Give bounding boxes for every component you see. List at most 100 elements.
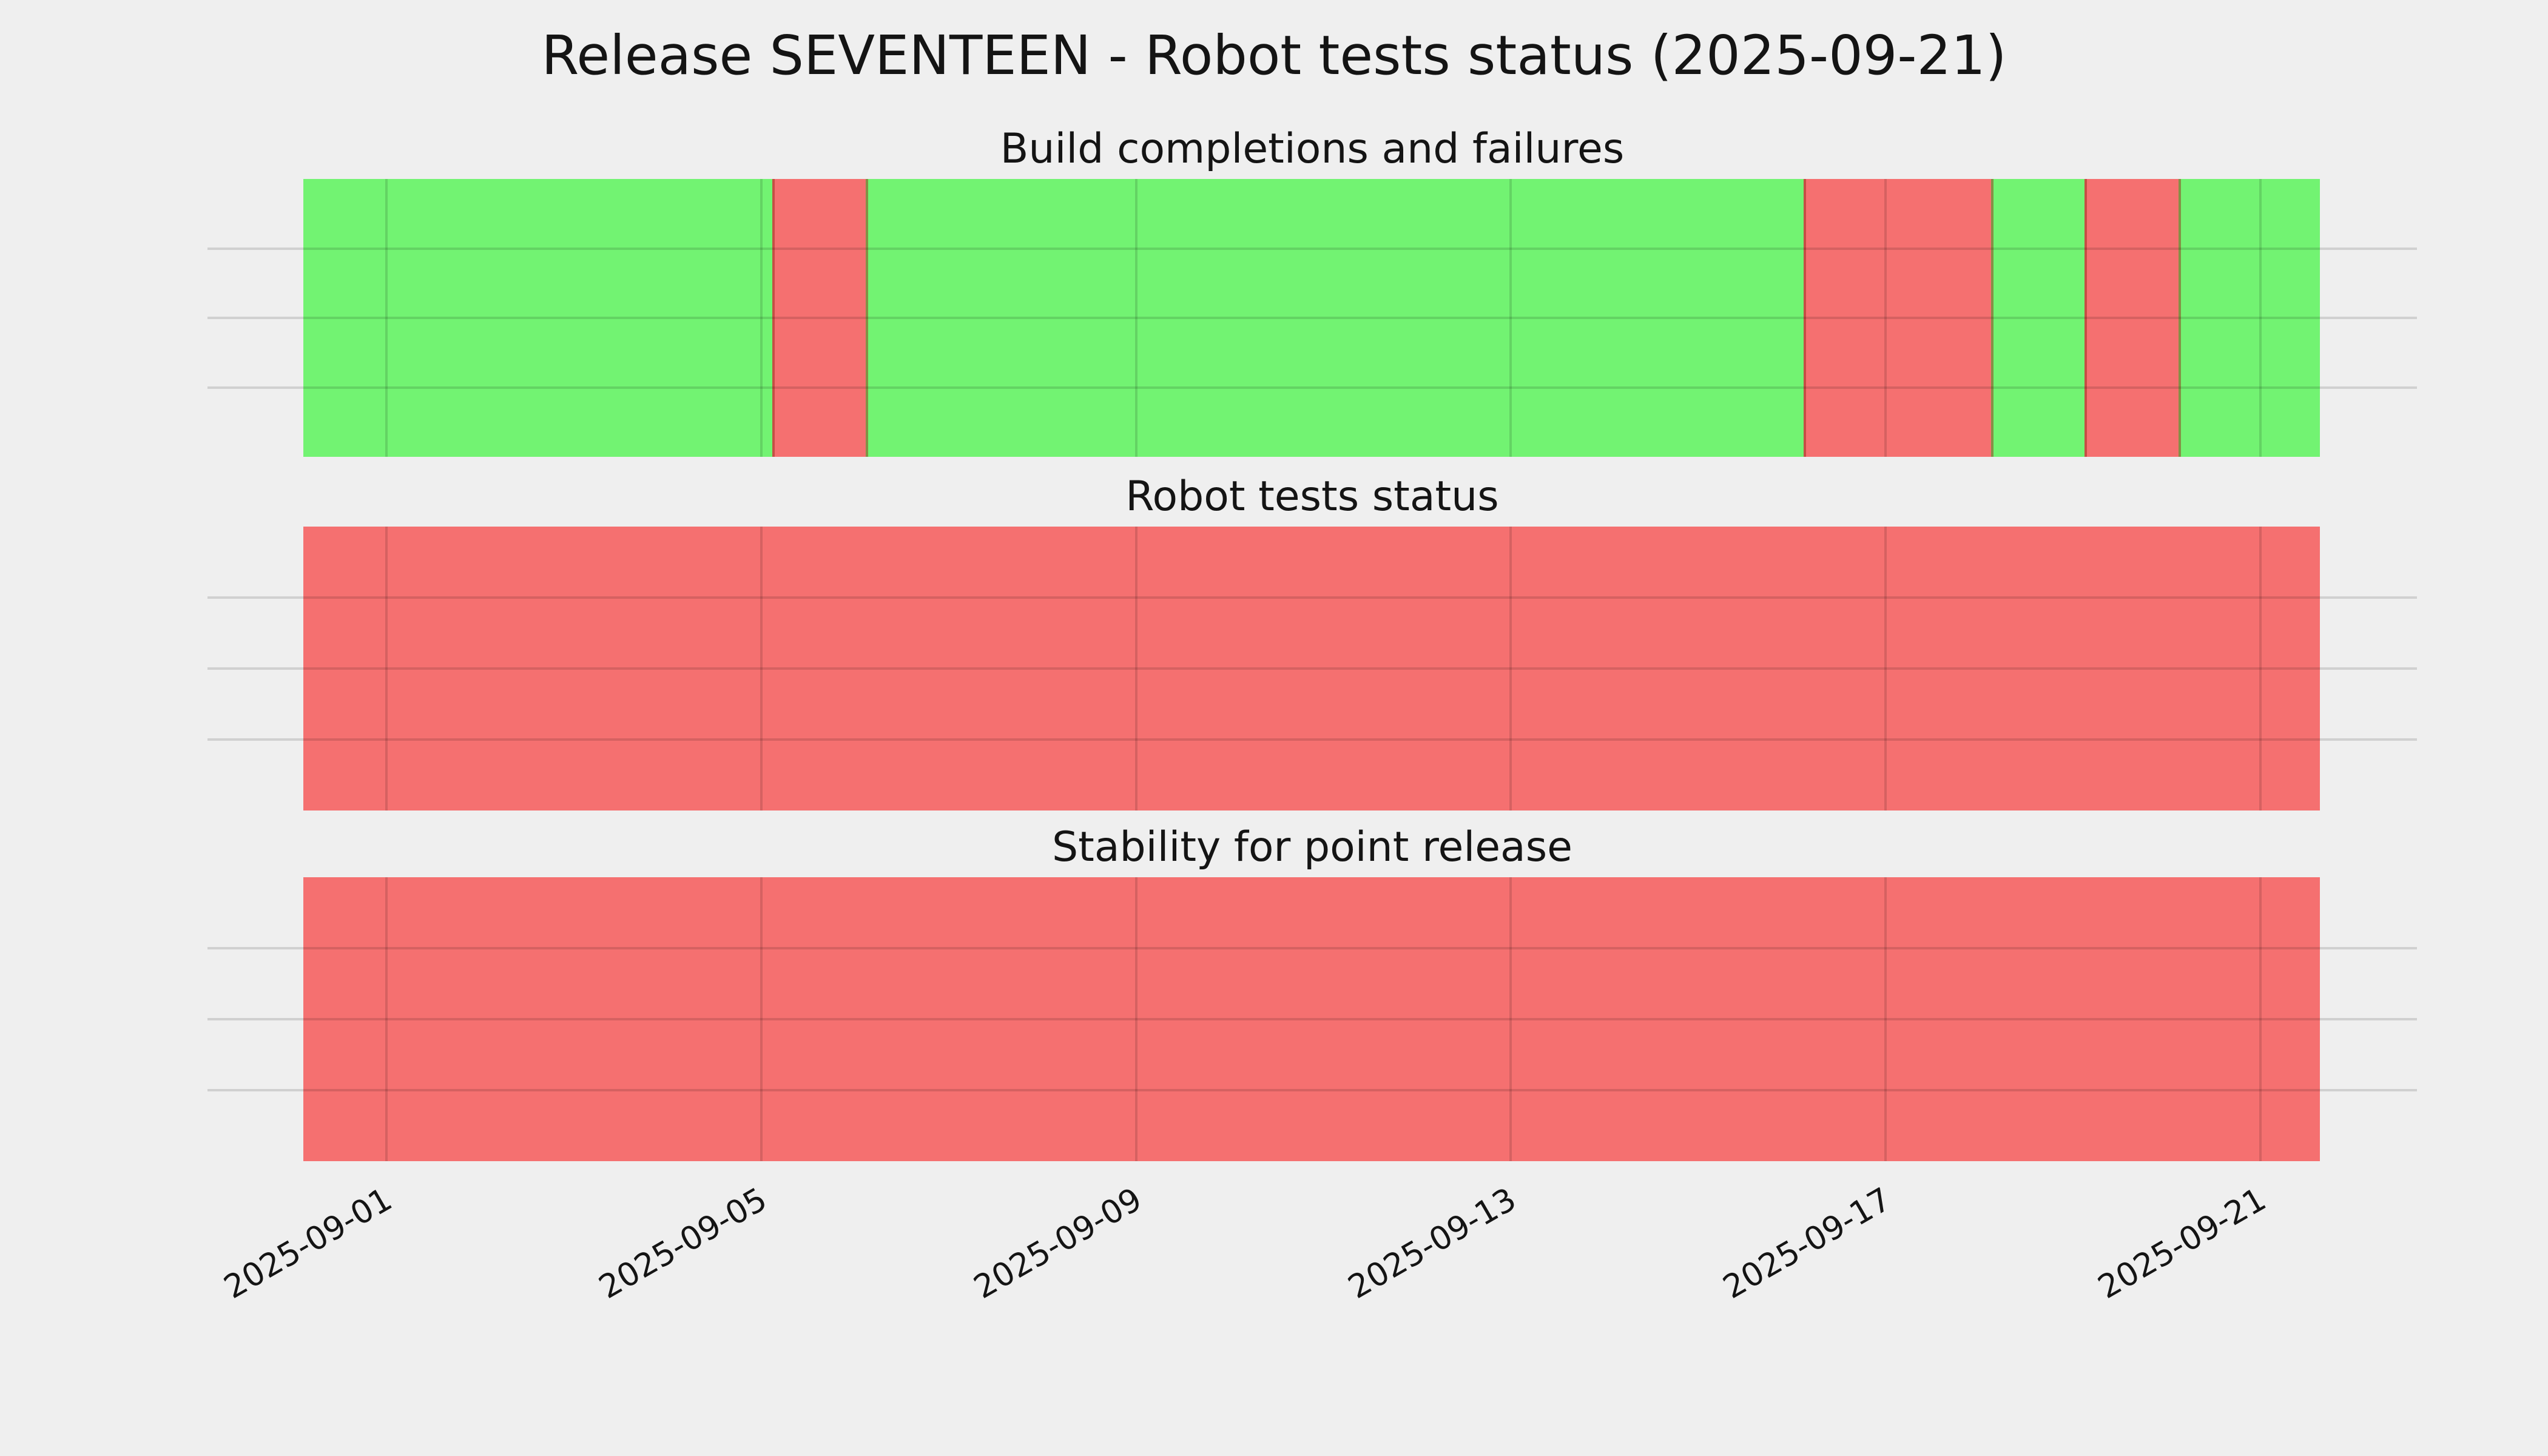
day-segment-2025-09-15 <box>1709 527 1804 811</box>
day-segment-2025-09-21 <box>2272 877 2320 1161</box>
gridline-vertical <box>1509 179 1512 457</box>
gridline-vertical <box>1135 179 1138 457</box>
gridline-vertical <box>385 179 388 457</box>
day-segment-2025-09-04 <box>678 179 772 457</box>
day-segment-2025-09-10 <box>1241 179 1335 457</box>
day-segment-2025-09-14 <box>1616 877 1710 1161</box>
gridline-vertical <box>385 527 388 811</box>
gridline-horizontal <box>207 738 2417 741</box>
panel-title-stability: Stability for point release <box>1052 823 1572 871</box>
day-segment-2025-09-01 <box>397 179 491 457</box>
bars-track <box>303 877 2320 1161</box>
day-segment-2025-09-02 <box>491 877 585 1161</box>
day-segment-2025-09-01 <box>397 527 491 811</box>
gridline-vertical <box>760 877 763 1161</box>
gridline-vertical <box>2259 527 2262 811</box>
day-segment-2025-09-19 <box>2085 527 2179 811</box>
day-segment-2025-09-03 <box>584 179 679 457</box>
day-segment-2025-09-09 <box>1147 877 1241 1161</box>
day-segment-2025-09-13 <box>1522 179 1616 457</box>
panel-builds <box>207 179 2417 457</box>
day-segment-2025-09-17 <box>1897 179 1991 457</box>
gridline-vertical <box>1884 179 1887 457</box>
panel-title-robot-tests: Robot tests status <box>1125 473 1499 521</box>
day-segment-2025-09-12 <box>1428 527 1522 811</box>
day-segment-2025-09-11 <box>1334 877 1429 1161</box>
gridline-vertical <box>385 877 388 1161</box>
x-tick-label: 2025-09-01 <box>218 1181 399 1307</box>
x-tick-label: 2025-09-09 <box>968 1181 1148 1307</box>
day-segment-2025-09-05 <box>772 527 866 811</box>
day-segment-2025-09-14 <box>1616 179 1710 457</box>
gridline-vertical <box>760 527 763 811</box>
gridline-vertical <box>1135 527 1138 811</box>
gridline-vertical <box>1884 527 1887 811</box>
x-tick-label: 2025-09-13 <box>1342 1181 1523 1307</box>
day-segment-2025-09-10 <box>1241 877 1335 1161</box>
day-segment-2025-09-16 <box>1803 179 1898 457</box>
day-segment-2025-09-21 <box>2272 527 2320 811</box>
day-segment-2025-09-04 <box>678 877 772 1161</box>
day-segment-2025-09-20 <box>2178 877 2273 1161</box>
day-segment-2025-09-04 <box>678 527 772 811</box>
day-segment-2025-09-13 <box>1522 877 1616 1161</box>
day-segment-2025-09-16 <box>1803 877 1898 1161</box>
day-segment-2025-09-08 <box>1053 179 1147 457</box>
gridline-vertical <box>1509 877 1512 1161</box>
day-segment-2025-09-16 <box>1803 527 1898 811</box>
day-segment-2025-09-02 <box>491 179 585 457</box>
day-segment-2025-09-18 <box>1990 527 2085 811</box>
day-segment-2025-09-06 <box>866 179 960 457</box>
panel-robot-tests <box>207 527 2417 811</box>
x-tick-label: 2025-09-21 <box>2092 1181 2273 1307</box>
gridline-horizontal <box>207 1018 2417 1020</box>
day-segment-2025-09-05 <box>772 877 866 1161</box>
gridline-horizontal <box>207 247 2417 250</box>
day-segment-2025-09-03 <box>584 877 679 1161</box>
gridline-horizontal <box>207 667 2417 670</box>
day-segment-2025-09-10 <box>1241 527 1335 811</box>
panel-title-builds: Build completions and failures <box>1000 125 1625 173</box>
day-segment-2025-09-19 <box>2085 877 2179 1161</box>
gridline-horizontal <box>207 596 2417 599</box>
day-segment-2025-09-20 <box>2178 179 2273 457</box>
day-segment-2025-09-19 <box>2085 179 2179 457</box>
gridline-vertical <box>2259 179 2262 457</box>
gridline-vertical <box>1135 877 1138 1161</box>
day-segment-2025-09-15 <box>1709 877 1804 1161</box>
day-segment-2025-09-07 <box>959 877 1054 1161</box>
day-segment-2025-09-07 <box>959 527 1054 811</box>
day-segment-2025-09-18 <box>1990 179 2085 457</box>
day-segment-2025-09-09 <box>1147 179 1241 457</box>
day-segment-2025-09-11 <box>1334 179 1429 457</box>
gridline-horizontal <box>207 386 2417 389</box>
day-segment-2025-09-09 <box>1147 527 1241 811</box>
day-segment-2025-09-13 <box>1522 527 1616 811</box>
gridline-vertical <box>1884 877 1887 1161</box>
day-segment-2025-09-08 <box>1053 877 1147 1161</box>
day-segment-2025-09-06 <box>866 877 960 1161</box>
gridline-vertical <box>2259 877 2262 1161</box>
day-segment-2025-09-07 <box>959 179 1054 457</box>
day-segment-2025-09-17 <box>1897 527 1991 811</box>
bars-track <box>303 179 2320 457</box>
day-segment-2025-09-02 <box>491 527 585 811</box>
gridline-vertical <box>760 179 763 457</box>
day-segment-2025-09-15 <box>1709 179 1804 457</box>
gridline-vertical <box>1509 527 1512 811</box>
panel-stability <box>207 877 2417 1161</box>
day-segment-2025-09-11 <box>1334 527 1429 811</box>
x-tick-label: 2025-09-17 <box>1717 1181 1898 1307</box>
day-segment-2025-09-08 <box>1053 527 1147 811</box>
day-segment-2025-09-14 <box>1616 527 1710 811</box>
gridline-horizontal <box>207 1089 2417 1091</box>
bars-track <box>303 527 2320 811</box>
day-segment-2025-09-20 <box>2178 527 2273 811</box>
day-segment-2025-09-03 <box>584 527 679 811</box>
gridline-horizontal <box>207 947 2417 949</box>
day-segment-2025-09-06 <box>866 527 960 811</box>
gridline-horizontal <box>207 317 2417 319</box>
chart-title: Release SEVENTEEN - Robot tests status (… <box>541 24 2007 87</box>
day-segment-2025-08-31 <box>303 527 397 811</box>
